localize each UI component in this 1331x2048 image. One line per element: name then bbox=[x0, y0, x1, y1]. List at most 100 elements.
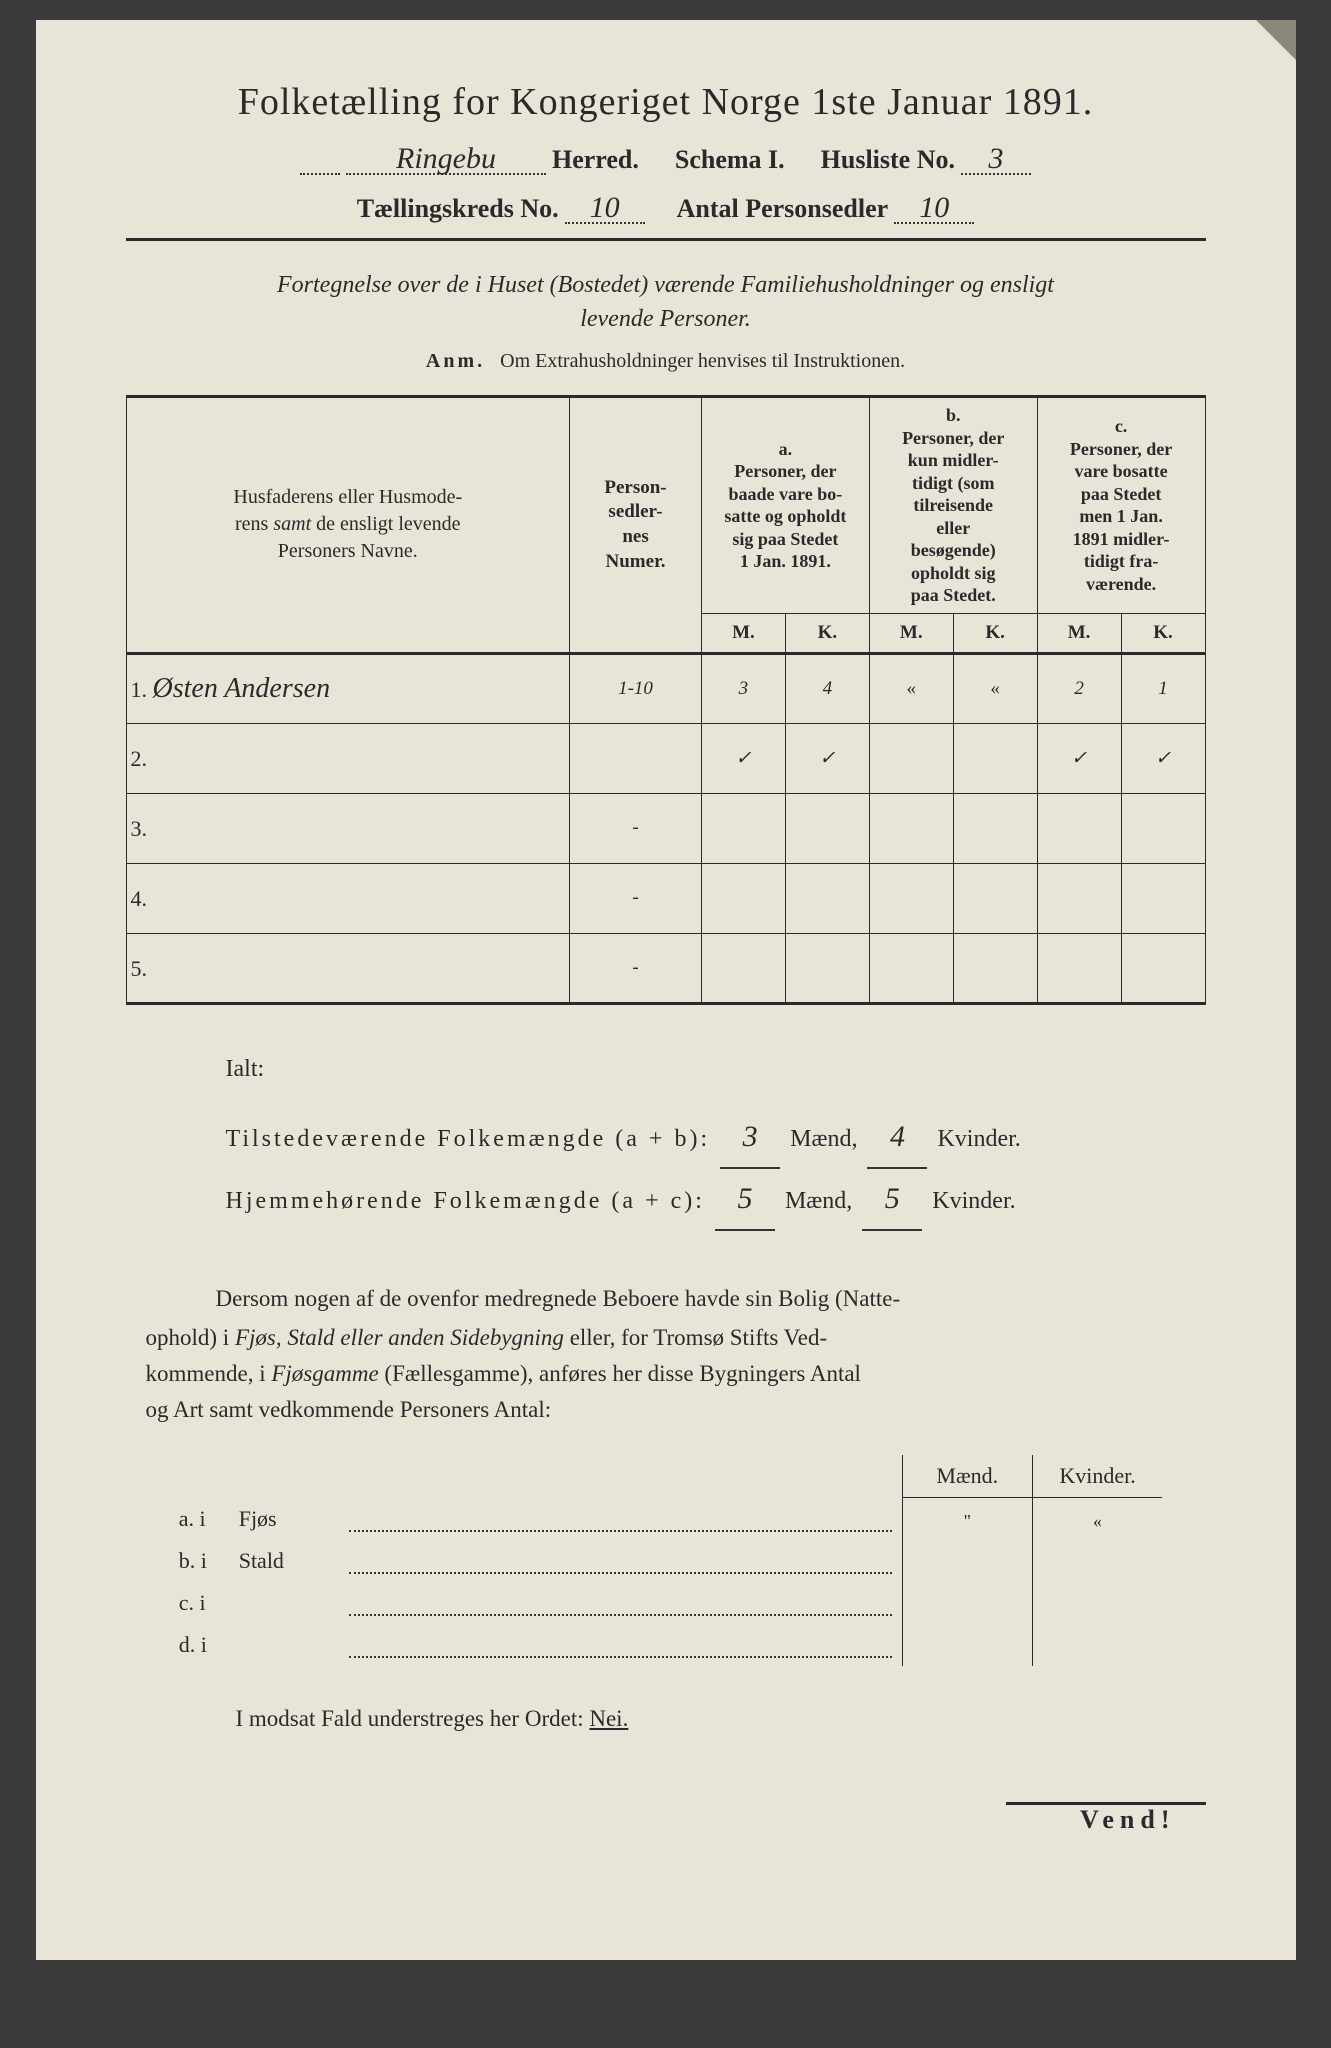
table-row: 1. Østen Andersen1-1034««21 bbox=[126, 653, 1205, 723]
header-line-2: Ringebu Herred. Schema I. Husliste No. 3 bbox=[126, 142, 1206, 175]
hjemme-row: Hjemmehørende Folkemængde (a + c): 5 Mæn… bbox=[226, 1169, 1206, 1231]
fortegnelse-line2: levende Personer. bbox=[580, 306, 751, 332]
bygning-label: d. i bbox=[169, 1624, 229, 1666]
col-c-k: K. bbox=[1121, 613, 1205, 653]
person-name: Østen Andersen bbox=[153, 673, 331, 704]
c-k-value bbox=[1121, 863, 1205, 933]
table-row: 3. - bbox=[126, 793, 1205, 863]
bygning-maend-value: " bbox=[902, 1498, 1032, 1540]
table-row: 4. - bbox=[126, 863, 1205, 933]
kvinder-label: Kvinder. bbox=[937, 1126, 1020, 1152]
bygning-row: a. iFjøs"« bbox=[169, 1498, 1163, 1540]
personsedler-numer bbox=[570, 723, 702, 793]
b-m-value: « bbox=[869, 653, 953, 723]
bygning-row: c. i bbox=[169, 1582, 1163, 1624]
col-b-m: M. bbox=[869, 613, 953, 653]
a-m-value bbox=[701, 933, 785, 1003]
table-row: 2. ✓✓✓✓ bbox=[126, 723, 1205, 793]
personsedler-numer: 1-10 bbox=[570, 653, 702, 723]
c-m-value bbox=[1037, 863, 1121, 933]
bygning-maend-value bbox=[902, 1582, 1032, 1624]
page-corner-fold bbox=[1256, 20, 1296, 60]
a-m-value: ✓ bbox=[701, 723, 785, 793]
c-k-value: 1 bbox=[1121, 653, 1205, 723]
dot-leader bbox=[300, 146, 340, 175]
tilstede-label: Tilstedeværende Folkemængde (a + b): bbox=[226, 1126, 711, 1152]
dot-leader bbox=[339, 1540, 903, 1582]
bygning-table: Mænd. Kvinder. a. iFjøs"«b. iStaldc. id.… bbox=[169, 1455, 1163, 1666]
personsedler-numer: - bbox=[570, 793, 702, 863]
maend-label: Mænd, bbox=[790, 1126, 857, 1152]
a-k-value bbox=[785, 793, 869, 863]
row-number-name: 3. bbox=[126, 793, 570, 863]
bygning-maend-value bbox=[902, 1624, 1032, 1666]
bygning-type bbox=[229, 1582, 339, 1624]
maend-label-2: Mænd, bbox=[785, 1188, 852, 1214]
anm-text: Om Extrahusholdninger henvises til Instr… bbox=[500, 350, 905, 372]
header-rule bbox=[126, 238, 1206, 241]
row-number-name: 5. bbox=[126, 933, 570, 1003]
c-k-value bbox=[1121, 933, 1205, 1003]
row-number-name: 1. Østen Andersen bbox=[126, 653, 570, 723]
dot-leader bbox=[339, 1498, 903, 1540]
husliste-label: Husliste No. bbox=[821, 145, 955, 175]
hjemme-k: 5 bbox=[862, 1169, 922, 1231]
personsedler-numer: - bbox=[570, 863, 702, 933]
bygning-kvinder-value bbox=[1032, 1624, 1162, 1666]
hjemme-m: 5 bbox=[715, 1169, 775, 1231]
a-k-value bbox=[785, 863, 869, 933]
bygning-maend-value bbox=[902, 1540, 1032, 1582]
bygning-maend-header: Mænd. bbox=[902, 1455, 1032, 1498]
b-k-value: « bbox=[953, 653, 1037, 723]
b-m-value bbox=[869, 863, 953, 933]
schema-label: Schema I. bbox=[675, 145, 785, 175]
col-header-b: b. Personer, der kun midler- tidigt (som… bbox=[869, 397, 1037, 614]
dersom-paragraph: Dersom nogen af de ovenfor medregnede Be… bbox=[146, 1281, 1186, 1317]
bygning-kvinder-value bbox=[1032, 1582, 1162, 1624]
totals-block: Ialt: Tilstedeværende Folkemængde (a + b… bbox=[226, 1045, 1206, 1231]
c-k-value: ✓ bbox=[1121, 723, 1205, 793]
kreds-no: 10 bbox=[565, 191, 645, 224]
dersom-paragraph-cont: ophold) i Fjøs, Stald eller anden Sideby… bbox=[146, 1320, 1186, 1427]
vend-label: Vend! bbox=[1006, 1802, 1206, 1835]
a-k-value: ✓ bbox=[785, 723, 869, 793]
personsedler-numer: - bbox=[570, 933, 702, 1003]
fortegnelse-line1: Fortegnelse over de i Huset (Bostedet) v… bbox=[277, 272, 1054, 298]
b-m-value bbox=[869, 723, 953, 793]
bygning-type: Stald bbox=[229, 1540, 339, 1582]
b-k-value bbox=[953, 723, 1037, 793]
hjemme-label: Hjemmehørende Folkemængde (a + c): bbox=[226, 1188, 705, 1214]
modsat-line: I modsat Fald understreges her Ordet: Ne… bbox=[236, 1706, 1206, 1732]
dot-leader bbox=[339, 1624, 903, 1666]
tilstede-row: Tilstedeværende Folkemængde (a + b): 3 M… bbox=[226, 1107, 1206, 1169]
bygning-type: Fjøs bbox=[229, 1498, 339, 1540]
bygning-label: c. i bbox=[169, 1582, 229, 1624]
b-m-value bbox=[869, 793, 953, 863]
bygning-kvinder-value bbox=[1032, 1540, 1162, 1582]
c-m-value bbox=[1037, 793, 1121, 863]
col-header-c: c. Personer, der vare bosatte paa Stedet… bbox=[1037, 397, 1205, 614]
bygning-row: d. i bbox=[169, 1624, 1163, 1666]
ialt-label: Ialt: bbox=[226, 1045, 1206, 1093]
c-m-value bbox=[1037, 933, 1121, 1003]
page-title: Folketælling for Kongeriget Norge 1ste J… bbox=[126, 80, 1206, 124]
header-line-3: Tællingskreds No. 10 Antal Personsedler … bbox=[126, 191, 1206, 224]
antal-label: Antal Personsedler bbox=[677, 194, 889, 224]
bygning-row: b. iStald bbox=[169, 1540, 1163, 1582]
herred-label: Herred. bbox=[552, 145, 639, 175]
b-m-value bbox=[869, 933, 953, 1003]
husliste-no: 3 bbox=[961, 142, 1031, 175]
census-form-page: Folketælling for Kongeriget Norge 1ste J… bbox=[36, 20, 1296, 1960]
table-row: 5. - bbox=[126, 933, 1205, 1003]
b-k-value bbox=[953, 933, 1037, 1003]
nei-word: Nei. bbox=[589, 1706, 628, 1731]
tilstede-k: 4 bbox=[867, 1107, 927, 1169]
c-m-value: 2 bbox=[1037, 653, 1121, 723]
bygning-kvinder-value: « bbox=[1032, 1498, 1162, 1540]
col-b-k: K. bbox=[953, 613, 1037, 653]
kvinder-label-2: Kvinder. bbox=[932, 1188, 1015, 1214]
anm-lead: Anm. bbox=[426, 350, 485, 372]
c-k-value bbox=[1121, 793, 1205, 863]
a-k-value bbox=[785, 933, 869, 1003]
col-a-k: K. bbox=[785, 613, 869, 653]
